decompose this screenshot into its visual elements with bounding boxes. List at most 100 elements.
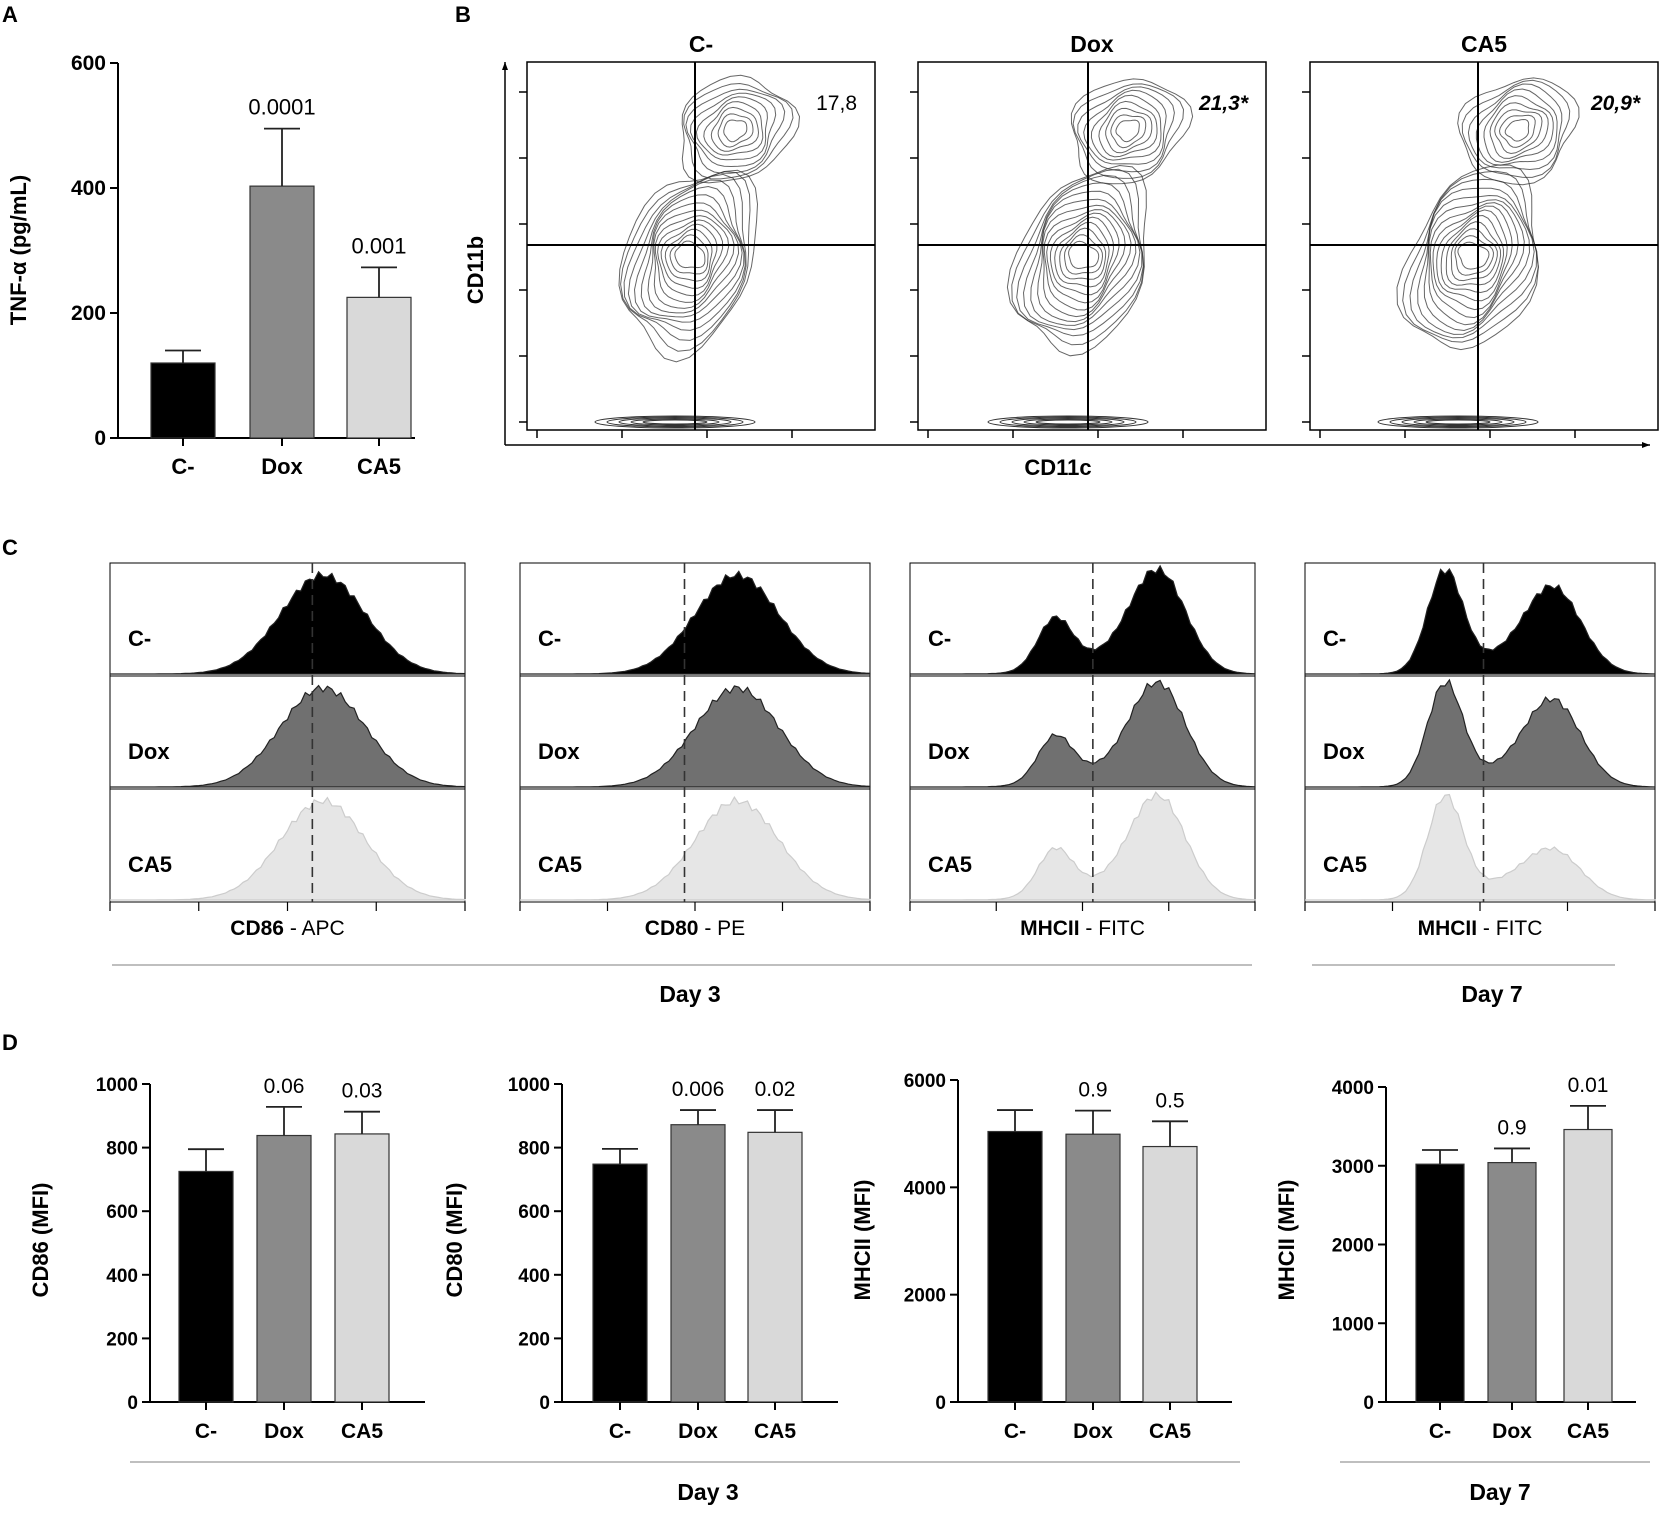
d4-ylabel: MHCII (MFI) bbox=[1274, 1180, 1299, 1301]
b-contour-line bbox=[594, 415, 756, 429]
d1-category-label: Dox bbox=[264, 1420, 304, 1443]
c-marker-fluorochrome: - PE bbox=[699, 917, 746, 940]
a-ylabel: TNF-α (pg/mL) bbox=[6, 175, 31, 325]
d1-category-label: C- bbox=[195, 1420, 217, 1443]
d3-category-label: Dox bbox=[1073, 1420, 1113, 1443]
d4-category-label: C- bbox=[1429, 1420, 1451, 1443]
c-marker-fluorochrome: - FITC bbox=[1477, 917, 1542, 940]
d3-ytick-label: 0 bbox=[935, 1393, 946, 1414]
b-contour-line bbox=[999, 416, 1137, 428]
c-marker-fluorochrome: - APC bbox=[284, 917, 345, 940]
c-marker-label: MHCII - FITC bbox=[1020, 917, 1145, 940]
c-histogram-fill bbox=[910, 679, 1256, 788]
d2-ytick-label: 400 bbox=[518, 1266, 550, 1287]
a-bar-CA5 bbox=[346, 296, 412, 439]
b-contour-line bbox=[695, 96, 768, 161]
b-contour-line bbox=[1498, 114, 1536, 148]
b-contour-line bbox=[623, 173, 747, 341]
b-contour-line bbox=[1429, 202, 1519, 319]
b-panel-title: C- bbox=[689, 31, 713, 57]
b-contour-line bbox=[987, 415, 1149, 429]
b-contour-line bbox=[1115, 119, 1140, 143]
c-row-label: CA5 bbox=[128, 852, 172, 877]
c-row-label: C- bbox=[538, 626, 561, 651]
c-day3-label: Day 3 bbox=[659, 981, 720, 1007]
b-contour-line bbox=[620, 170, 751, 352]
b-contour-line bbox=[1461, 79, 1571, 178]
b-contour-line bbox=[1105, 107, 1153, 154]
b-contour-line bbox=[640, 194, 743, 318]
d3-ytick-label: 6000 bbox=[904, 1071, 946, 1092]
b-contour-line bbox=[1377, 415, 1539, 429]
d1-pvalue-label: 0.03 bbox=[342, 1080, 383, 1103]
panel-label-b: B bbox=[455, 2, 471, 27]
d4-ytick-label: 1000 bbox=[1332, 1314, 1374, 1335]
b-contour-line bbox=[664, 228, 713, 282]
panel-label-d: D bbox=[2, 1030, 18, 1055]
c-histogram-fill bbox=[910, 564, 1256, 675]
c-marker-label: CD80 - PE bbox=[645, 917, 745, 940]
b-contour-line bbox=[1110, 114, 1147, 149]
b-contour-line bbox=[1428, 199, 1525, 326]
c-row-label: Dox bbox=[1323, 739, 1365, 764]
c-histogram-fill bbox=[1305, 567, 1656, 675]
b-contour-line bbox=[1054, 221, 1110, 288]
d-day7-label: Day 7 bbox=[1469, 1479, 1530, 1505]
b-contour-line bbox=[1457, 77, 1580, 186]
c-marker-name: CD86 bbox=[230, 917, 284, 940]
d4-ytick-label: 3000 bbox=[1332, 1157, 1374, 1178]
b-contour-line bbox=[1037, 198, 1137, 323]
c-marker-fluorochrome: - FITC bbox=[1080, 917, 1145, 940]
d1-ytick-label: 800 bbox=[106, 1139, 138, 1160]
b-contour-line bbox=[1011, 417, 1125, 427]
b-contour-line bbox=[618, 417, 732, 427]
d2-bar-CA5 bbox=[747, 1131, 803, 1403]
b-contour-line bbox=[1059, 227, 1107, 280]
b-contour-line bbox=[1425, 419, 1491, 425]
d3-bar-C- bbox=[987, 1130, 1043, 1403]
c-row-label: CA5 bbox=[538, 852, 582, 877]
b-contour-line bbox=[1083, 89, 1167, 165]
d4-category-label: Dox bbox=[1492, 1420, 1532, 1443]
b-ylabel: CD11b bbox=[463, 236, 488, 304]
b-panel-title: CA5 bbox=[1461, 31, 1507, 57]
d2-category-label: CA5 bbox=[754, 1420, 796, 1443]
b-quadrant-value: 21,3* bbox=[1198, 92, 1249, 115]
c-histogram-fill bbox=[1305, 678, 1656, 788]
c-histogram-fill bbox=[520, 796, 871, 901]
d3-bar-Dox bbox=[1065, 1133, 1121, 1403]
d3-category-label: CA5 bbox=[1149, 1420, 1191, 1443]
b-contour-line bbox=[1413, 418, 1503, 426]
b-panel-title: Dox bbox=[1070, 31, 1114, 57]
d2-bar-Dox bbox=[670, 1124, 726, 1403]
d3-ylabel: MHCII (MFI) bbox=[850, 1180, 875, 1301]
d4-ytick-label: 0 bbox=[1363, 1393, 1374, 1414]
b-contour-line bbox=[717, 113, 754, 148]
b-contour-line bbox=[685, 88, 786, 174]
d1-ytick-label: 200 bbox=[106, 1329, 138, 1350]
d1-ytick-label: 400 bbox=[106, 1266, 138, 1287]
panel-label-c: C bbox=[2, 535, 18, 560]
c-row-label: Dox bbox=[538, 739, 580, 764]
b-contour-line bbox=[657, 219, 724, 297]
c-row-label: C- bbox=[128, 626, 151, 651]
c-histogram-fill bbox=[110, 796, 466, 901]
b-contour-line bbox=[1417, 187, 1535, 335]
b-contour-line bbox=[627, 179, 746, 331]
a-ytick-label: 600 bbox=[71, 52, 106, 75]
b-contour-line bbox=[1042, 204, 1132, 318]
d1-bar-Dox bbox=[256, 1134, 312, 1403]
b-contour-line bbox=[1494, 109, 1543, 155]
c-histogram-fill bbox=[110, 684, 466, 788]
d4-category-label: CA5 bbox=[1567, 1420, 1609, 1443]
d2-pvalue-label: 0.006 bbox=[672, 1078, 725, 1101]
b-contour-line bbox=[1006, 164, 1147, 357]
a-pvalue-label: 0.0001 bbox=[248, 95, 315, 120]
d3-category-label: C- bbox=[1004, 1420, 1026, 1443]
b-contour-line bbox=[660, 223, 718, 289]
c-marker-name: CD80 bbox=[645, 917, 699, 940]
d2-ytick-label: 200 bbox=[518, 1329, 550, 1350]
b-contour-line bbox=[1072, 83, 1185, 179]
b-contour-line bbox=[1098, 100, 1158, 158]
d1-ytick-label: 1000 bbox=[96, 1075, 138, 1096]
